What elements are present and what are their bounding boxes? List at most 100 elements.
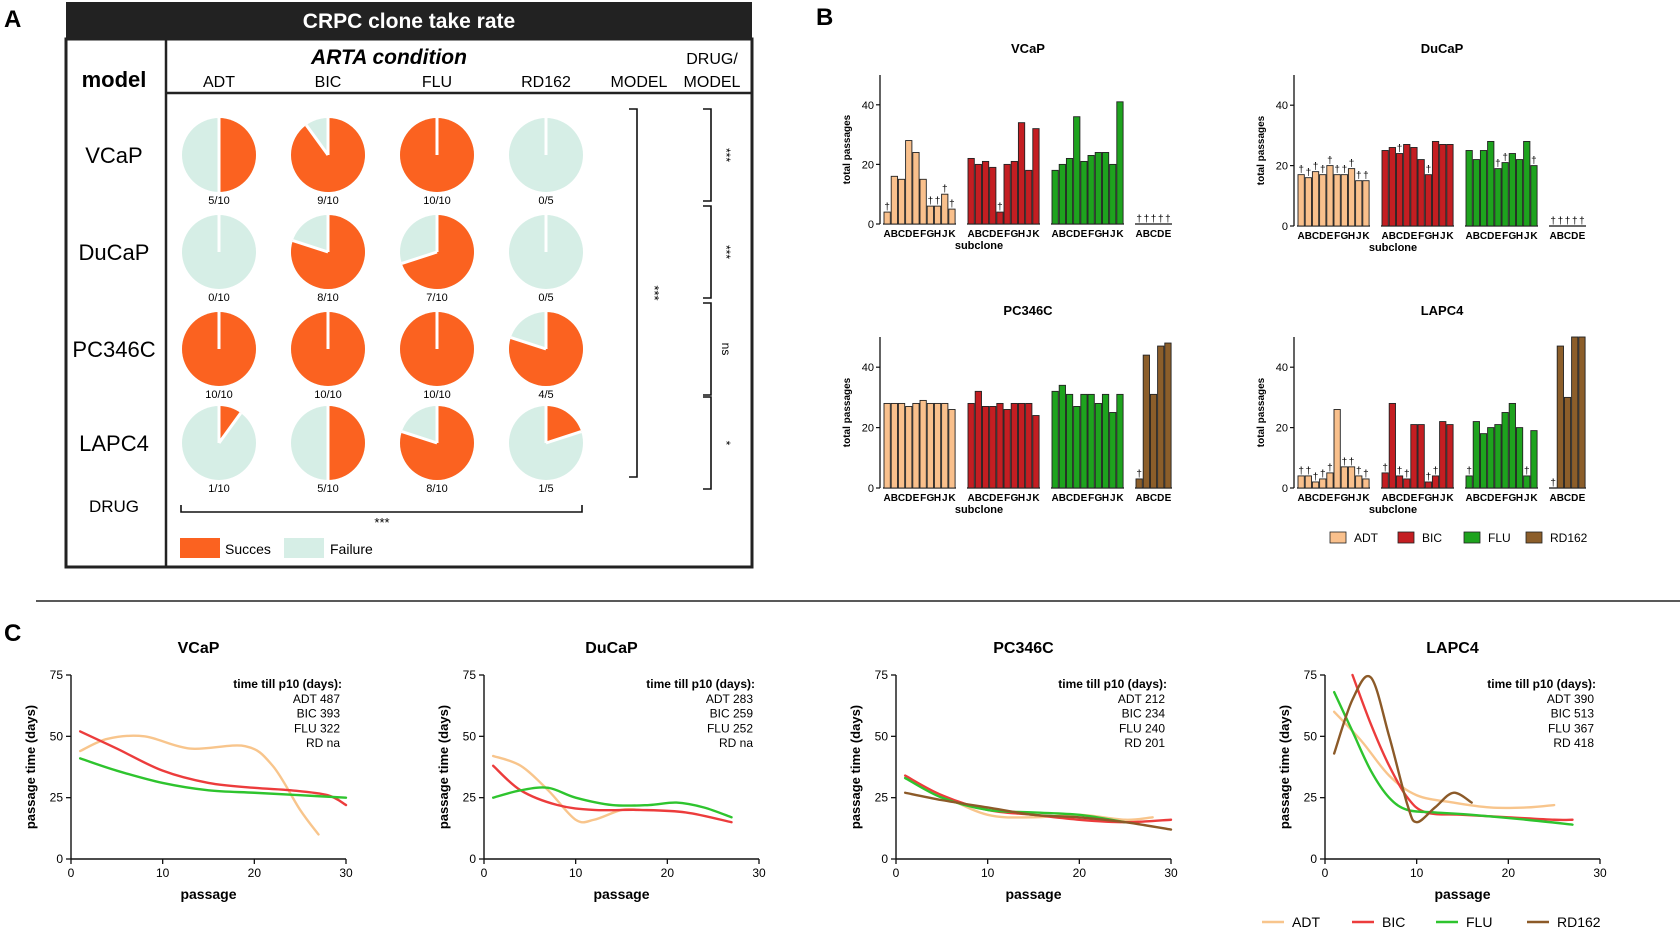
x-tick-label: H: [1102, 493, 1109, 504]
x-tick-label: F: [1418, 493, 1424, 504]
x-tick-label: G: [1094, 493, 1102, 504]
dagger-mark: †: [1327, 156, 1333, 167]
bar-adt: [1333, 174, 1341, 227]
bar-bic: [1439, 421, 1447, 489]
x-tick-label: 10: [1410, 866, 1424, 880]
x-tick-label: G: [1424, 231, 1432, 242]
panel-a-title: CRPC clone take rate: [303, 10, 515, 33]
bar-bic: [1010, 160, 1018, 225]
x-tick-label: B: [1059, 493, 1066, 504]
dagger-mark: †: [1313, 472, 1319, 483]
bar-adt: [1311, 171, 1320, 227]
y-axis-label: total passages: [1256, 115, 1267, 185]
x-axis-label: passage: [593, 886, 649, 902]
x-tick-label: C: [1150, 493, 1157, 504]
annotation-line: FLU 252: [707, 721, 753, 735]
drug-stat: ***: [374, 515, 389, 530]
bar-bic: [996, 402, 1004, 489]
x-tick-label: C: [898, 493, 905, 504]
panel-c: VCaP 0 25 50 75 0 10 20 30 passage passage time (d…: [23, 640, 1607, 902]
y-tick-label: 20: [1276, 423, 1288, 435]
x-tick-label: A: [1382, 493, 1389, 504]
bar-bic: [1403, 144, 1411, 227]
x-tick-label: D: [1571, 231, 1578, 242]
bar-bic: [1381, 150, 1389, 227]
arta-condition-label: ARTA condition: [310, 46, 467, 69]
dagger-mark: †: [884, 202, 890, 213]
legend-c: ADT BIC FLU RD162: [1262, 914, 1601, 930]
bar-bic: [974, 163, 982, 225]
dagger-mark: †: [1356, 171, 1362, 182]
dagger-mark: †: [1342, 165, 1348, 176]
row-label-pc346c: PC346C: [72, 337, 155, 362]
x-tick-label: D: [1157, 229, 1164, 240]
x-tick-label: K: [948, 229, 956, 240]
bar-bic: [1388, 402, 1396, 489]
bar-bic: [1417, 424, 1425, 489]
line-series-rd162: [903, 791, 1173, 831]
x-tick-label: E: [1495, 493, 1502, 504]
bar-bic: [1424, 481, 1432, 489]
pie-pc346c-bic: 10/10: [291, 312, 365, 401]
pie-count-label: 1/10: [208, 483, 229, 495]
line-series-rd162: [1332, 674, 1473, 824]
x-tick-label: G: [1340, 231, 1348, 242]
bar-adt: [890, 175, 898, 225]
x-tick-label: E: [1165, 493, 1172, 504]
bar-flu: [1472, 159, 1480, 227]
x-tick-label: 20: [248, 866, 262, 880]
legend-b-label-adt: ADT: [1354, 531, 1379, 545]
x-tick-label: 20: [1073, 866, 1087, 880]
x-tick-label: 0: [68, 866, 75, 880]
bar-adt: [1355, 180, 1363, 227]
pie-count-label: 5/10: [208, 195, 229, 207]
y-axis-label: total passages: [842, 114, 853, 184]
bar-flu: [1508, 153, 1516, 227]
bar-bic: [1417, 159, 1425, 227]
pie-divider: [401, 250, 438, 265]
y-tick-label: 50: [50, 729, 64, 743]
x-tick-label: C: [1312, 231, 1319, 242]
x-tick-label: A: [1136, 229, 1143, 240]
x-tick-label: H: [1348, 493, 1355, 504]
pie-divider: [401, 430, 438, 445]
x-tick-label: D: [1487, 493, 1494, 504]
annotation-line: FLU 322: [294, 721, 340, 735]
y-tick-label: 0: [868, 219, 874, 231]
pie-divider: [545, 430, 582, 445]
x-tick-label: G: [1010, 493, 1018, 504]
dagger-mark: †: [1136, 214, 1142, 225]
bar-adt: [941, 193, 949, 225]
bar-rd162: [1556, 345, 1564, 489]
bar-bic: [974, 390, 982, 489]
legend-c-label-adt: ADT: [1292, 914, 1320, 930]
line-series-adt: [1332, 710, 1556, 810]
bar-rd162: [1571, 336, 1579, 489]
bar-adt: [1319, 174, 1327, 227]
panel-letter-c: C: [4, 620, 21, 647]
bar-chart-title: DuCaP: [1421, 41, 1464, 56]
dagger-mark: †: [1342, 457, 1348, 468]
x-tick-label: C: [1396, 493, 1403, 504]
dagger-mark: †: [1531, 156, 1537, 167]
bar-bic: [996, 211, 1004, 225]
pie-lapc4-adt: 1/10: [182, 406, 256, 495]
bar-adt: [1347, 466, 1356, 489]
bar-bic: [1446, 424, 1454, 489]
x-tick-label: E: [997, 493, 1004, 504]
x-tick-label: D: [1571, 493, 1578, 504]
x-tick-label: B: [1557, 493, 1564, 504]
col-header-bic: BIC: [315, 74, 342, 91]
bar-adt: [897, 178, 906, 225]
x-tick-label: J: [1026, 229, 1032, 240]
bar-bic: [1431, 140, 1440, 227]
annotation-line: ADT 212: [1118, 692, 1165, 706]
drug-model-stat: *: [719, 441, 733, 446]
bar-flu: [1494, 424, 1502, 489]
annotation-line: BIC 259: [710, 707, 754, 721]
bar-flu: [1523, 475, 1531, 489]
x-tick-label: D: [905, 493, 912, 504]
x-tick-label: D: [1073, 229, 1080, 240]
row-label-vcap: VCaP: [85, 143, 142, 168]
